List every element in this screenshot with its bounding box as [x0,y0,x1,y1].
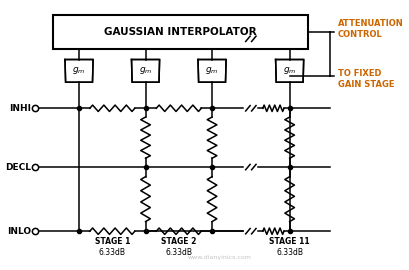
Text: ATTENUATION
CONTROL: ATTENUATION CONTROL [337,19,402,39]
Text: 6.33dB: 6.33dB [99,248,126,256]
Text: $g_m$: $g_m$ [282,65,296,76]
Text: TO FIXED
GAIN STAGE: TO FIXED GAIN STAGE [337,69,393,89]
Text: $g_m$: $g_m$ [72,65,85,76]
Text: www.dianyinics.com: www.dianyinics.com [187,255,251,261]
Text: 6.33dB: 6.33dB [165,248,192,256]
Text: GAUSSIAN INTERPOLATOR: GAUSSIAN INTERPOLATOR [104,27,256,37]
Text: STAGE 11: STAGE 11 [269,237,309,246]
Polygon shape [65,59,93,82]
Text: INHI: INHI [9,104,31,113]
Text: STAGE 2: STAGE 2 [161,237,196,246]
Text: STAGE 1: STAGE 1 [94,237,130,246]
Text: DECL: DECL [5,163,31,171]
Text: $g_m$: $g_m$ [139,65,152,76]
Text: 6.33dB: 6.33dB [276,248,302,256]
FancyBboxPatch shape [53,15,308,49]
Polygon shape [198,59,225,82]
Text: INLO: INLO [7,227,31,236]
Polygon shape [275,59,303,82]
Text: $g_m$: $g_m$ [205,65,218,76]
Polygon shape [131,59,159,82]
